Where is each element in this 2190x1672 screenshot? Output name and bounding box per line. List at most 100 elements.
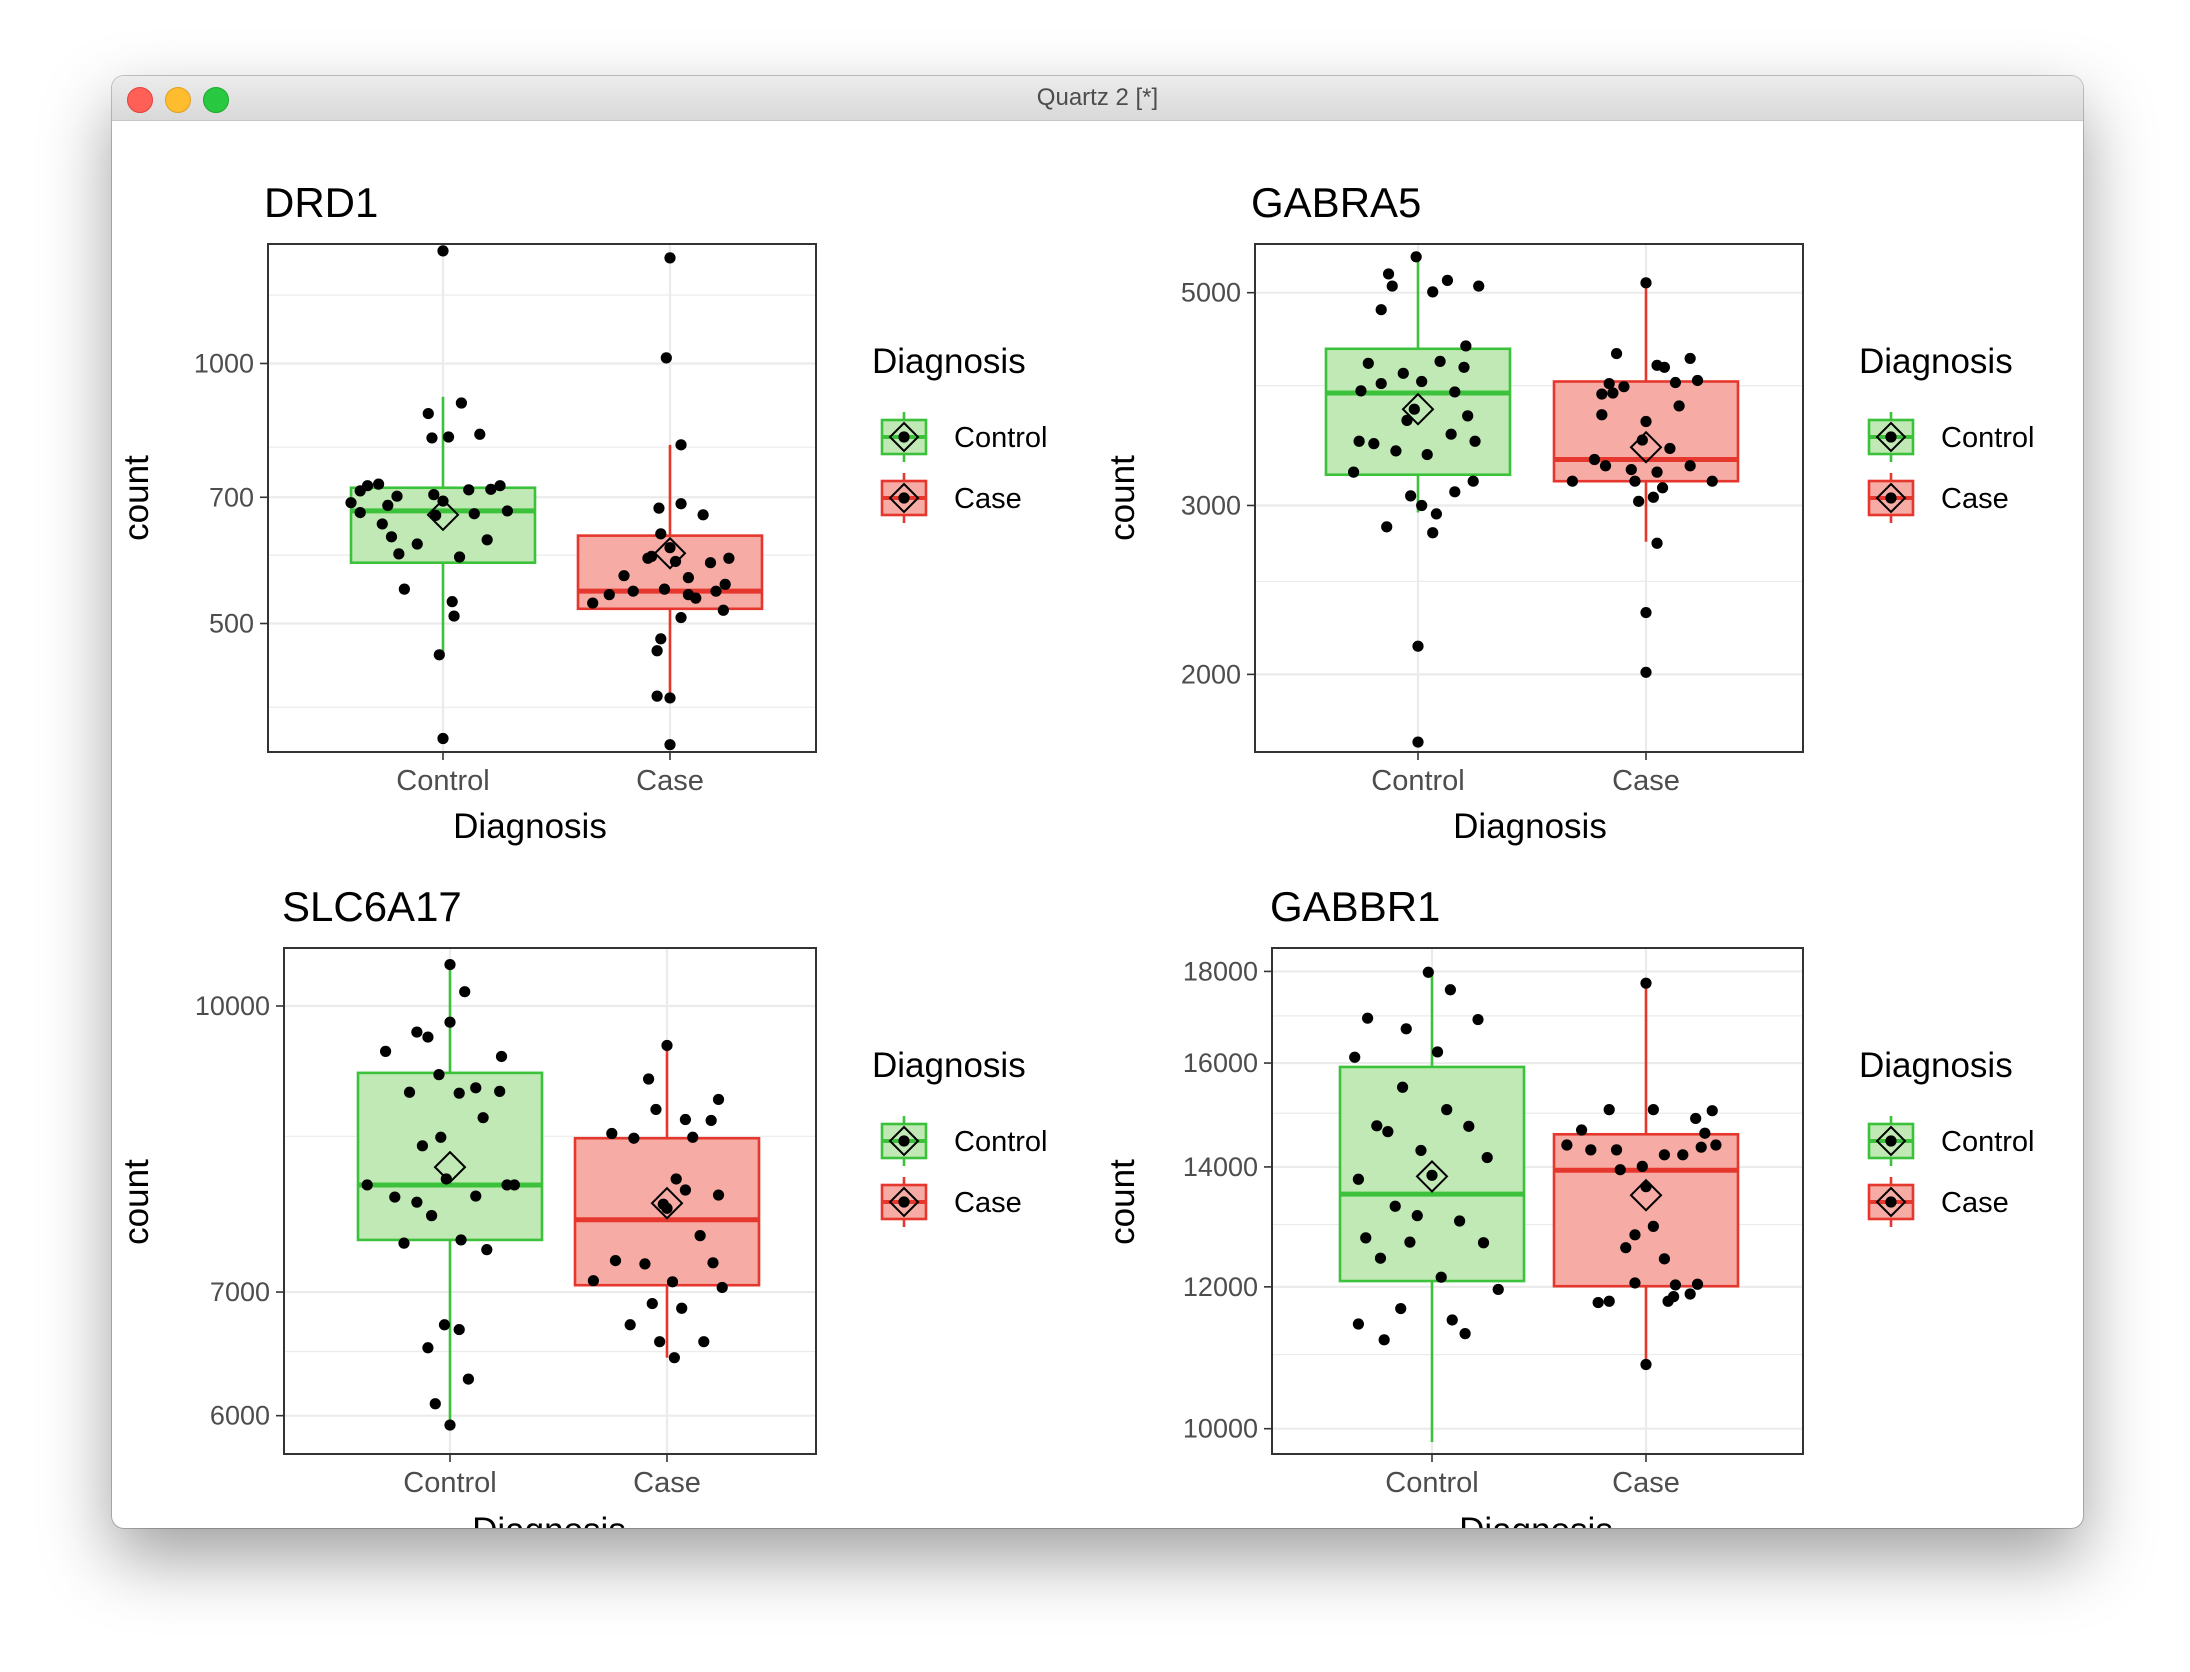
data-point [345,497,357,509]
data-point [470,1082,482,1094]
data-point [1375,304,1387,316]
data-point [1603,377,1615,390]
data-point [653,502,665,514]
data-point [1640,1358,1652,1371]
data-point [1695,1141,1707,1153]
data-point [422,1342,434,1354]
data-point [361,1179,373,1191]
data-point [354,506,366,519]
data-point [664,739,676,751]
data-point [1647,1104,1659,1116]
data-point [494,1085,506,1097]
x-tick-label: Case [636,765,704,797]
data-point [435,1131,447,1143]
data-point [717,604,729,616]
data-point [712,1093,725,1106]
legend-label: Case [954,483,1022,515]
data-point [1690,1112,1702,1125]
data-point [1640,977,1652,989]
y-tick-label: 700 [209,482,254,512]
zoom-button[interactable] [203,87,229,113]
window-title: Quartz 2 [*] [1036,84,1159,111]
data-point [494,480,506,492]
data-point [426,432,438,444]
data-point [428,489,440,501]
data-point [1449,386,1461,398]
legend-key-point [898,492,910,504]
data-point [1647,491,1659,503]
data-point [646,1297,658,1310]
data-point [1459,1328,1471,1340]
data-point [382,499,394,512]
data-point [433,1069,445,1081]
data-point [1469,435,1481,447]
data-point [1669,1279,1682,1291]
data-point [376,518,388,530]
legend-key-mean [888,482,920,514]
data-point [1449,486,1461,498]
data-point [690,592,702,604]
x-tick-label: Control [1385,1467,1479,1499]
data-point [1710,1139,1722,1151]
minimize-button[interactable] [165,87,191,113]
data-point [453,1323,465,1336]
y-tick-label: 500 [209,609,254,639]
data-point [1352,1173,1364,1185]
data-point [1454,1215,1466,1227]
mean-marker [1629,1178,1663,1212]
data-point [361,480,374,492]
y-tick-label: 2000 [1181,659,1241,689]
data-point [1603,1104,1615,1116]
data-point [389,1191,401,1203]
title-bar: Quartz 2 [*] [112,76,2083,121]
data-point [707,1257,719,1269]
data-point [416,1140,428,1152]
data-point [666,1276,679,1288]
close-button[interactable] [127,87,153,113]
data-point [1362,357,1374,369]
data-point [655,528,667,540]
data-point [1430,508,1442,520]
data-point [1588,453,1601,466]
data-point [411,538,423,550]
data-point [1668,1291,1680,1303]
data-point [587,597,599,609]
data-point [1421,448,1433,461]
data-point [481,534,493,546]
data-point [682,572,695,584]
data-point [603,589,615,601]
data-point [477,1112,489,1124]
data-point [1349,1051,1361,1063]
data-point [1378,1334,1390,1346]
data-point [1658,1253,1670,1265]
data-point [1610,1144,1623,1156]
x-axis-label: Diagnosis [1453,807,1607,846]
data-point [1382,1126,1394,1138]
data-point [1397,367,1409,379]
data-point [1640,277,1652,289]
data-point [1620,1242,1632,1254]
data-point [1355,385,1367,397]
data-point [1603,1295,1615,1307]
data-point [1651,359,1663,371]
panel-border [267,243,817,753]
legend-label: Control [954,1126,1048,1158]
data-point [1386,280,1398,292]
data-point [1561,1139,1573,1151]
data-point [411,1026,423,1038]
y-tick-label: 10000 [1183,1414,1258,1444]
legend-label: Case [954,1187,1022,1219]
data-point [1706,1105,1718,1117]
data-point [1362,1012,1374,1024]
data-point [1636,1160,1648,1172]
x-tick-label: Control [396,765,490,797]
legend-key-point [1885,1135,1897,1147]
box-control [356,1071,544,1242]
data-point [660,352,672,364]
mean-marker [653,536,687,570]
chart-title: GABBR1 [1270,883,1440,930]
x-tick-label: Control [1371,765,1465,797]
data-point [676,1302,688,1314]
data-point [650,1103,662,1116]
data-point [1677,1149,1689,1161]
